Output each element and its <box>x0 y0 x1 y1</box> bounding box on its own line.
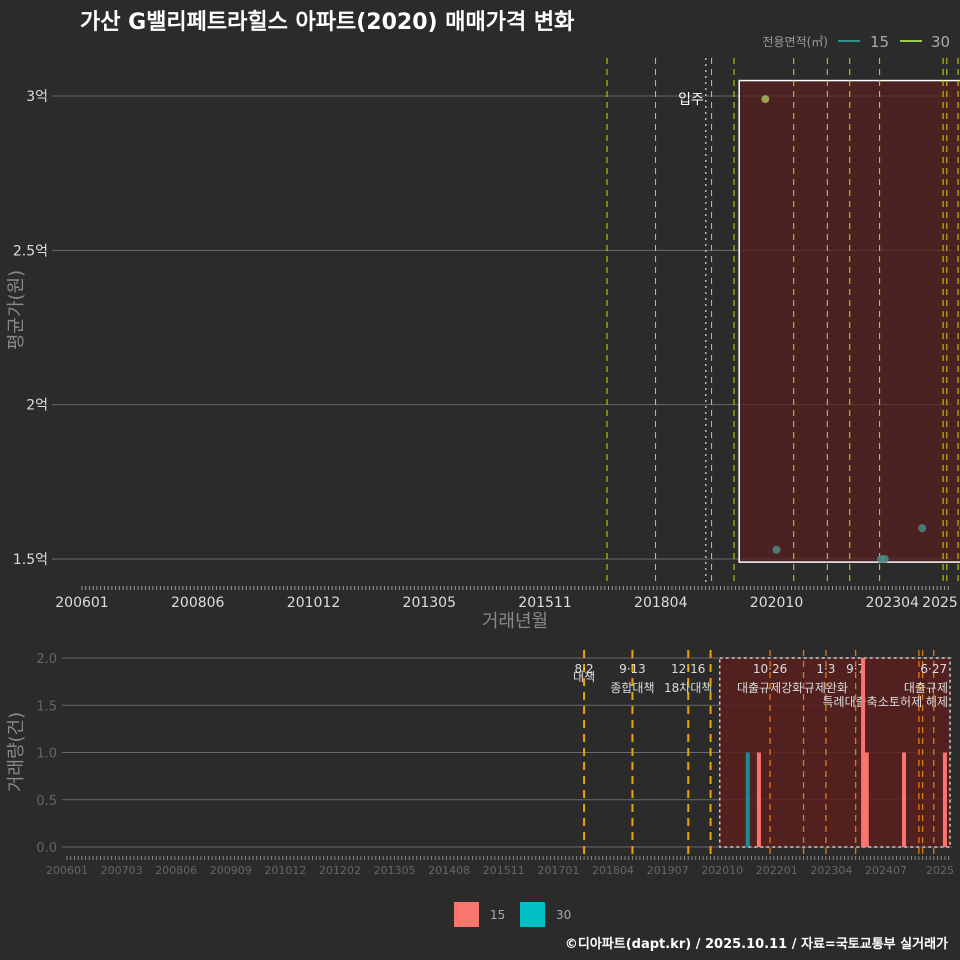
policy-label: 18차대책 <box>664 680 712 695</box>
legend-label-30: 30 <box>931 33 950 51</box>
bar-15 <box>864 752 869 847</box>
bar-15 <box>942 752 947 847</box>
policy-date: 9·13 <box>619 662 646 676</box>
x-tick-label: 202407 <box>865 864 907 877</box>
data-point-15 <box>772 545 781 554</box>
policy-date: 6·27 <box>920 662 947 676</box>
x-tick-label: 202201 <box>756 864 798 877</box>
x-tick-label: 201511 <box>483 864 525 877</box>
y-tick-label: 2.5억 <box>13 243 48 259</box>
x-tick-label: 2025 <box>926 864 954 877</box>
policy-date: 8·2 <box>575 662 594 676</box>
x-tick-label: 201408 <box>428 864 470 877</box>
y-tick-label: 1.5 <box>36 699 57 714</box>
y-tick-label: 0.5 <box>36 794 57 809</box>
x-tick-label: 201202 <box>319 864 361 877</box>
x-tick-label: 201907 <box>647 864 689 877</box>
legend-key-15 <box>454 902 479 927</box>
y-tick-label: 1.0 <box>36 747 57 762</box>
policy-label: 토허제 해제 <box>889 695 948 709</box>
x-tick-label: 201701 <box>537 864 579 877</box>
legend-label-15: 15 <box>490 908 505 922</box>
policy-label: 대책 <box>573 669 595 684</box>
x-tick-label: 200703 <box>101 864 143 877</box>
x-axis-title: 거래년월 <box>482 611 548 632</box>
x-tick-label: 201804 <box>592 864 634 877</box>
y-tick-label: 2억 <box>26 398 48 414</box>
x-tick-label: 201511 <box>518 595 571 611</box>
x-tick-label: 200601 <box>55 595 108 611</box>
y-tick-label: 0.0 <box>36 841 57 856</box>
policy-label: 종합대책 <box>610 680 654 695</box>
policy-date: 1·3 <box>816 662 835 676</box>
footer-credit: ©디아파트(dapt.kr) / 2025.10.11 / 자료=국토교통부 실… <box>565 936 948 952</box>
policy-date: 10·26 <box>753 662 787 676</box>
x-tick-label: 202010 <box>750 595 803 611</box>
y-tick-label: 3억 <box>26 89 48 105</box>
y-axis-title: 거래량(건) <box>6 712 27 792</box>
x-tick-label: 2025 <box>922 595 958 611</box>
y-tick-label: 2.0 <box>36 652 57 667</box>
x-tick-label: 200601 <box>46 864 88 877</box>
policy-label: 특례대출축소 <box>823 695 889 709</box>
policy-label: 규제완화 <box>804 681 848 695</box>
policy-label: 대출규제 <box>904 681 948 695</box>
bar-15 <box>861 658 866 847</box>
x-tick-label: 201804 <box>634 595 688 611</box>
x-tick-label: 201012 <box>264 864 306 877</box>
x-tick-label: 200806 <box>171 595 225 611</box>
x-tick-label: 201305 <box>403 595 456 611</box>
x-tick-label: 201012 <box>287 595 340 611</box>
policy-date: 12·16 <box>671 662 705 676</box>
policy-label: 대출규제강화 <box>737 681 803 695</box>
x-tick-label: 201305 <box>374 864 416 877</box>
legend-label-15: 15 <box>870 33 889 51</box>
bar-15 <box>902 752 906 847</box>
data-point-30 <box>761 95 770 104</box>
data-point-15 <box>918 524 927 533</box>
x-tick-label: 200909 <box>210 864 252 877</box>
x-tick-label: 202304 <box>866 595 920 611</box>
legend-key-30 <box>520 902 545 927</box>
bar-30 <box>745 752 750 847</box>
move-in-label: 입주 <box>678 92 704 108</box>
legend-title: 전용면적(㎡) <box>762 35 828 49</box>
bar-15 <box>756 752 761 847</box>
chart-title: 가산 G밸리페트라힐스 아파트(2020) 매매가격 변화 <box>80 10 574 35</box>
policy-date: 9·7 <box>846 662 865 676</box>
y-axis-title: 평균가(원) <box>6 270 27 350</box>
x-tick-label: 202304 <box>810 864 852 877</box>
x-tick-label: 202010 <box>701 864 743 877</box>
x-tick-label: 200806 <box>155 864 197 877</box>
data-point-15 <box>880 555 889 563</box>
legend-label-30: 30 <box>556 908 571 922</box>
y-tick-label: 1.5억 <box>13 552 48 568</box>
